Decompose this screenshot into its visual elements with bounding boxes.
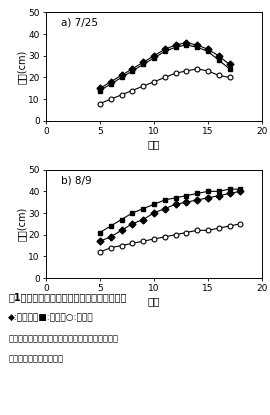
X-axis label: 巉位: 巉位	[148, 139, 160, 149]
Y-axis label: 巉長(cm): 巉長(cm)	[17, 207, 27, 241]
X-axis label: 巉位: 巉位	[148, 296, 160, 306]
Text: 図1　前作物がヒマワリの巉長に及ぼす影響: 図1 前作物がヒマワリの巉長に及ぼす影響	[8, 293, 126, 303]
Text: 前作物残さを放置し、ヒマワリを不耕起播種した: 前作物残さを放置し、ヒマワリを不耕起播種した	[8, 334, 118, 343]
Text: b) 8/9: b) 8/9	[61, 175, 92, 185]
Text: a) 7/25: a) 7/25	[61, 18, 98, 28]
Text: ◆:コムギ、■:裸地、○:ナタネ: ◆:コムギ、■:裸地、○:ナタネ	[8, 313, 94, 322]
Y-axis label: 巉長(cm): 巉長(cm)	[17, 49, 27, 84]
Text: 巉長は上位巉から示した: 巉長は上位巉から示した	[8, 355, 63, 364]
